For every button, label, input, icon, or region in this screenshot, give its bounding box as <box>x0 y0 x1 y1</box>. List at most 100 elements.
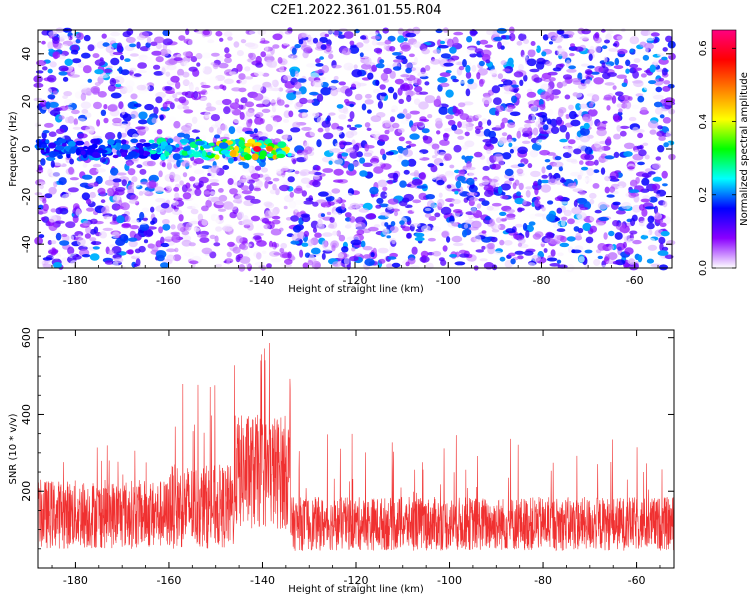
heat-cell <box>552 161 564 168</box>
heat-cell <box>391 262 401 268</box>
heat-cell <box>215 99 224 106</box>
heat-cell <box>526 58 537 67</box>
heat-cell <box>458 169 466 175</box>
heat-cell <box>613 190 619 195</box>
heat-cell <box>229 211 237 219</box>
heat-cell <box>76 32 84 40</box>
heat-cell <box>362 246 373 251</box>
heat-cell-band <box>57 154 63 159</box>
heat-cell <box>124 215 131 223</box>
heat-cell <box>663 142 669 148</box>
heat-cell <box>321 252 326 260</box>
heat-cell <box>275 168 284 174</box>
heat-cell <box>190 56 198 63</box>
heat-cell <box>501 117 509 124</box>
heat-cell-band <box>267 153 274 158</box>
heat-cell <box>536 135 547 140</box>
heat-cell <box>279 247 285 253</box>
heat-cell <box>181 184 188 193</box>
heat-cell <box>631 104 640 110</box>
heat-cell-band <box>92 154 102 158</box>
heat-cell <box>207 39 215 44</box>
heat-cell <box>629 63 639 69</box>
heat-cell <box>541 51 547 57</box>
heat-cell <box>197 233 208 238</box>
heat-cell <box>315 222 325 231</box>
heat-cell <box>191 227 201 232</box>
heat-cell <box>412 26 421 35</box>
heat-cell <box>661 170 668 179</box>
heat-cell <box>189 85 194 93</box>
heat-cell <box>379 148 386 156</box>
heat-cell <box>261 217 269 224</box>
heat-cell <box>431 86 439 90</box>
heat-cell <box>522 54 528 59</box>
heat-cell <box>559 179 567 183</box>
heat-cell <box>403 169 410 175</box>
y-tick-label: 0 <box>20 146 33 153</box>
heat-cell <box>613 151 620 158</box>
heat-cell <box>400 74 410 78</box>
heat-cell <box>561 80 568 87</box>
heat-cell <box>302 200 314 205</box>
heat-cell <box>481 96 493 105</box>
heat-cell <box>44 122 54 128</box>
heat-cell <box>276 129 284 135</box>
heat-cell <box>629 36 640 45</box>
heat-cell <box>384 129 390 135</box>
heat-cell <box>82 162 88 168</box>
heat-cell <box>155 56 164 63</box>
heat-cell <box>137 70 148 74</box>
heat-cell-band <box>86 148 95 153</box>
heat-cell <box>507 122 516 129</box>
spectrogram-y-axis-label: Frequency (Hz) <box>8 111 19 187</box>
heat-cell <box>264 180 269 189</box>
heat-cell <box>37 258 46 265</box>
heat-cell <box>578 110 583 116</box>
heat-cell <box>101 206 107 215</box>
heat-cell <box>593 77 604 85</box>
heat-cell <box>657 53 664 57</box>
heat-cell <box>571 249 576 254</box>
heat-cell <box>366 213 376 219</box>
heat-cell <box>559 124 567 133</box>
heat-cell <box>174 192 180 200</box>
x-tick-label: -80 <box>532 274 550 287</box>
heat-cell <box>443 62 454 67</box>
heat-cell <box>58 54 66 60</box>
heat-cell <box>377 179 388 188</box>
heat-cell <box>313 171 322 176</box>
heat-cell-band <box>130 138 139 143</box>
heat-cell <box>532 127 539 136</box>
heat-cell <box>232 246 241 254</box>
heat-cell <box>79 182 90 188</box>
heat-cell <box>431 175 437 180</box>
heat-cell <box>85 226 92 234</box>
heat-cell <box>556 81 564 89</box>
heat-cell <box>435 28 443 34</box>
heat-cell <box>312 180 321 188</box>
heat-cell <box>282 41 289 46</box>
heat-cell <box>424 95 436 104</box>
heat-cell <box>551 89 561 96</box>
heat-cell <box>162 223 171 231</box>
heat-cell <box>518 33 527 41</box>
heat-cell <box>349 256 359 262</box>
heat-cell <box>418 192 428 201</box>
x-tick-label: -80 <box>534 574 552 587</box>
heat-cell <box>277 91 282 99</box>
heat-cell <box>518 63 524 71</box>
heat-cell <box>373 224 381 228</box>
heat-cell <box>181 79 191 86</box>
heat-cell-band <box>128 151 138 158</box>
heat-cell <box>315 63 324 67</box>
heat-cell <box>309 72 320 79</box>
heat-cell <box>385 151 394 156</box>
heat-cell <box>240 97 248 104</box>
heat-cell <box>89 191 97 199</box>
heat-cell-band <box>93 138 101 145</box>
heat-cell <box>582 169 587 176</box>
heat-cell <box>649 129 657 135</box>
heat-cell <box>402 226 412 232</box>
heat-cell <box>306 183 311 189</box>
